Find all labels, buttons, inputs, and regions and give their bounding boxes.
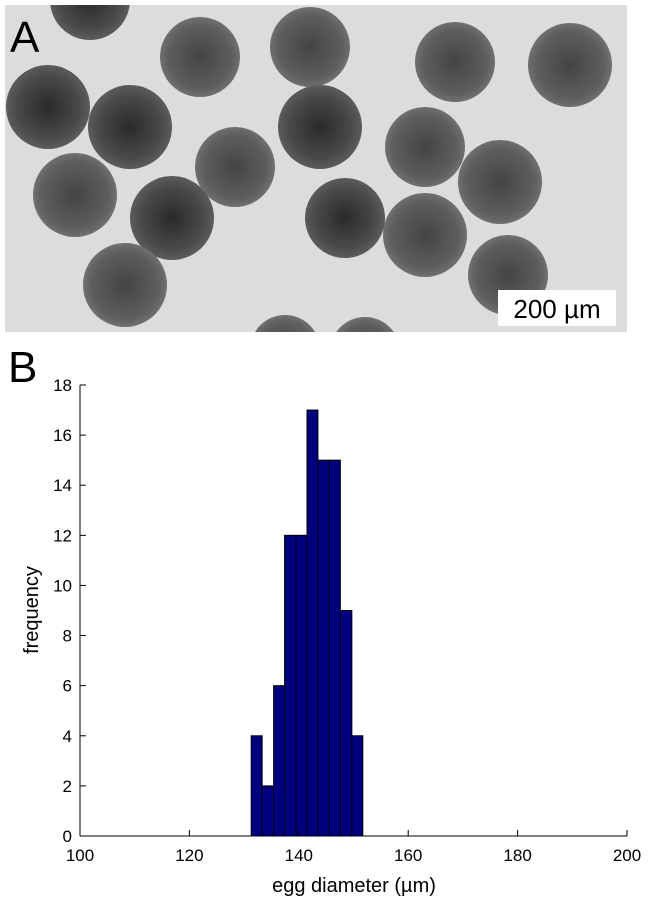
histogram-bar: [328, 459, 341, 837]
micrograph: [5, 5, 627, 332]
x-tick-label: 180: [503, 846, 531, 865]
egg: [528, 23, 612, 107]
egg: [33, 153, 117, 237]
scale-bar-box: [498, 290, 616, 326]
egg: [83, 243, 167, 327]
egg: [50, 5, 130, 40]
histogram-bar: [351, 735, 364, 837]
y-tick-label: 6: [63, 677, 72, 696]
egg: [6, 65, 90, 149]
y-tick-label: 10: [53, 576, 72, 595]
egg: [415, 22, 495, 102]
egg: [278, 85, 362, 169]
y-tick-label: 8: [63, 627, 72, 646]
egg: [336, 317, 394, 332]
x-tick-label: 140: [285, 846, 313, 865]
histogram-bar: [284, 534, 297, 837]
y-axis-label: frequency: [21, 566, 43, 654]
x-tick-label: 160: [394, 846, 422, 865]
histogram-bar: [317, 459, 330, 837]
y-tick-label: 18: [53, 376, 72, 395]
histogram-bar: [295, 534, 308, 837]
x-tick-label: 100: [66, 846, 94, 865]
x-axis-label: egg diameter (µm): [272, 875, 436, 897]
egg: [88, 85, 172, 169]
y-tick-label: 0: [63, 827, 72, 846]
egg: [458, 140, 542, 224]
egg: [160, 17, 240, 97]
egg: [254, 315, 316, 332]
scale-bar-label: 200 µm: [513, 294, 600, 324]
x-tick-label: 120: [175, 846, 203, 865]
y-tick-label: 16: [53, 426, 72, 445]
y-tick-label: 14: [53, 476, 72, 495]
panel-label: B: [8, 343, 37, 392]
y-tick-label: 4: [63, 727, 72, 746]
panel-label: A: [10, 13, 40, 62]
histogram-bar: [273, 685, 286, 837]
egg: [383, 193, 467, 277]
y-tick-label: 12: [53, 526, 72, 545]
egg: [305, 178, 385, 258]
y-tick-label: 2: [63, 777, 72, 796]
histogram-bar: [250, 735, 263, 837]
histogram-bar: [339, 610, 353, 837]
x-tick-label: 200: [613, 846, 641, 865]
egg: [130, 176, 214, 260]
egg: [385, 107, 465, 187]
egg: [195, 127, 275, 207]
histogram-bar: [261, 785, 275, 837]
histogram-bar: [306, 409, 319, 837]
egg: [270, 7, 350, 87]
